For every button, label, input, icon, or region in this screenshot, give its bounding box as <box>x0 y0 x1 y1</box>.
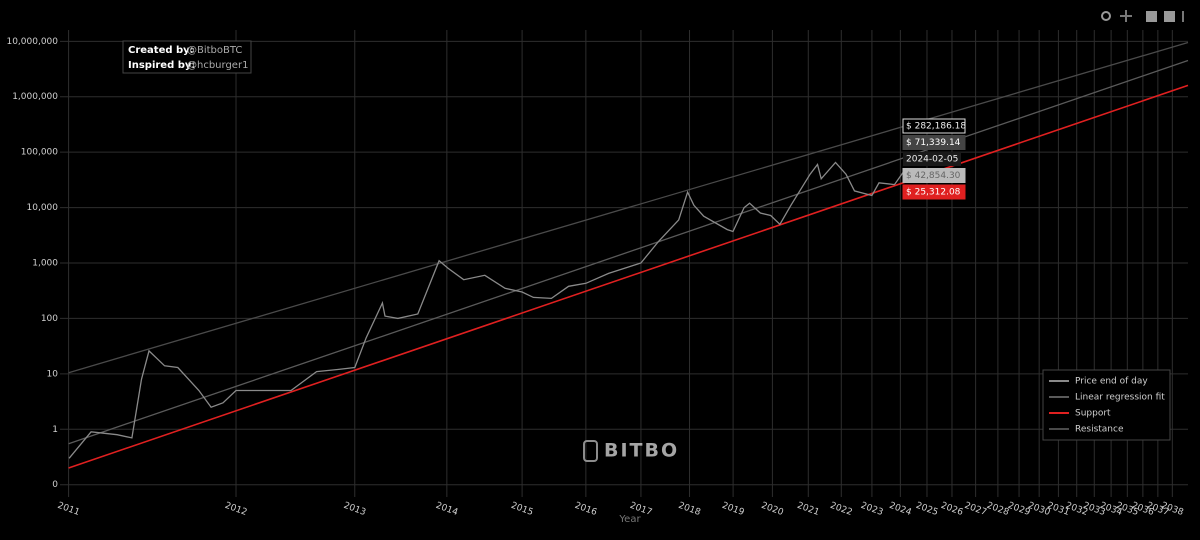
series-line <box>68 161 904 459</box>
tooltip-date-box <box>903 152 961 166</box>
watermark: BITBO <box>583 440 679 462</box>
watermark-text: BITBO <box>604 440 679 462</box>
y-tick-label: 100 <box>41 314 58 324</box>
y-tick-label: 1,000,000 <box>12 92 58 102</box>
pan-button[interactable] <box>1120 10 1132 22</box>
y-tick-label: 10 <box>47 369 59 379</box>
tooltip-value: $ 282,186.18 <box>906 122 966 132</box>
series-line <box>68 59 1189 445</box>
legend-label: Support <box>1075 409 1111 419</box>
y-tick-label: 100,000 <box>21 148 58 158</box>
y-tick-label: 10,000 <box>27 203 59 213</box>
tooltip-box <box>902 118 966 134</box>
y-tick-label: 1,000 <box>32 259 58 269</box>
tooltip-box <box>902 168 966 183</box>
credits-label: Created by: <box>128 45 194 56</box>
series-line <box>68 41 1189 374</box>
zoom-in-button[interactable] <box>1146 11 1157 22</box>
tooltip-value: $ 25,312.08 <box>906 188 961 198</box>
plot-area: 0 1 10 100 1,000 10,000 100,000 1,000,000 10,000… <box>6 30 1189 518</box>
credits-box <box>122 40 252 74</box>
credits-label: Inspired by: <box>128 60 195 71</box>
watermark-icon <box>583 440 598 462</box>
tooltip: $ 282,186.18 $ 71,339.14 2024-02-05 $ 42,85… <box>902 118 966 200</box>
toolbar <box>1101 10 1184 22</box>
zoom-button[interactable] <box>1101 11 1111 21</box>
zoom-out-button[interactable] <box>1164 11 1175 22</box>
x-axis-title: Year <box>618 514 641 525</box>
credits-value: @BitboBTC <box>187 45 242 56</box>
credits-value: @hcburger1 <box>187 60 248 71</box>
tooltip-box <box>902 184 966 200</box>
y-tick-label: 10,000,000 <box>6 37 58 47</box>
y-tick-label: 1 <box>52 425 58 435</box>
legend-label: Price end of day <box>1075 377 1148 387</box>
y-tick-label: 0 <box>52 480 58 490</box>
legend-label: Linear regression fit <box>1075 393 1165 403</box>
tooltip-value: $ 42,854.30 <box>906 171 961 181</box>
legend-label: Resistance <box>1075 425 1124 435</box>
tooltip-box <box>902 135 966 150</box>
credits: Created by: @BitboBTC Inspired by: @hcbu… <box>122 40 252 74</box>
legend: Price end of day Linear regression fit Sup… <box>1042 369 1171 441</box>
series-line <box>68 84 1189 469</box>
tooltip-value: $ 71,339.14 <box>906 138 961 148</box>
tooltip-date: 2024-02-05 <box>906 155 958 165</box>
